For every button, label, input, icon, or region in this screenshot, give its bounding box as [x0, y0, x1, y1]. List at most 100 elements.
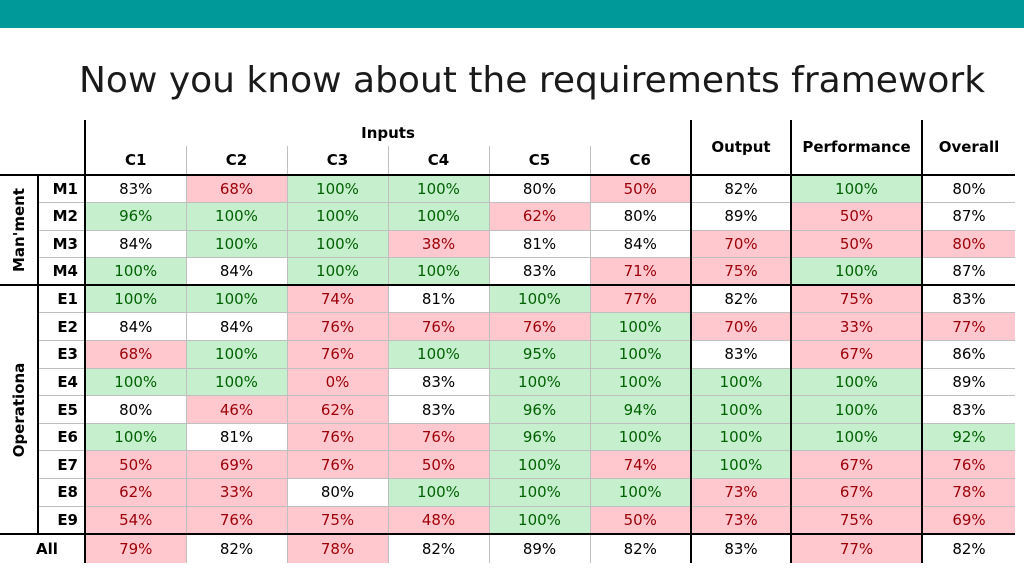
- table-cell: 76%: [185, 505, 288, 535]
- table-cell: 100%: [84, 284, 187, 314]
- header-c5: C5: [488, 146, 591, 176]
- group-label: Man'ment: [9, 188, 28, 273]
- table-cell: 62%: [286, 395, 389, 424]
- table-cell: 82%: [690, 174, 792, 204]
- table-cell: 100%: [790, 422, 923, 452]
- table-cell: 89%: [921, 367, 1015, 397]
- table-cell: 76%: [286, 312, 389, 342]
- table-row: M4 100% 84% 100% 100% 83% 71% 75% 100% 87%: [0, 257, 1015, 286]
- table-cell: 33%: [185, 478, 288, 507]
- table-cell: 38%: [387, 229, 490, 259]
- row-label: E2: [38, 312, 86, 342]
- table-cell: 69%: [185, 450, 288, 480]
- header-inputs: Inputs: [84, 120, 692, 146]
- table-cell: 95%: [488, 340, 591, 369]
- table-cell: 100%: [286, 229, 389, 259]
- table-cell: 100%: [790, 367, 923, 397]
- table-cell: 100%: [84, 257, 187, 286]
- table-cell: 73%: [690, 478, 792, 507]
- table-cell: 50%: [387, 450, 490, 480]
- row-label: E5: [38, 395, 86, 424]
- table-cell: 100%: [185, 202, 288, 231]
- table-cell: 82%: [185, 532, 288, 563]
- table-cell: 68%: [84, 340, 187, 369]
- table-cell: 100%: [387, 174, 490, 204]
- table-cell: 100%: [488, 367, 591, 397]
- table-cell: 81%: [185, 422, 288, 452]
- header-c2: C2: [185, 146, 288, 176]
- table-cell: 82%: [921, 532, 1015, 563]
- table-cell: 100%: [488, 478, 591, 507]
- table-cell: 78%: [286, 532, 389, 563]
- row-label: E3: [38, 340, 86, 369]
- requirements-table: Inputs Output Performance Overall C1 C2 C3…: [0, 120, 1015, 563]
- table-cell: 89%: [488, 532, 591, 563]
- table-cell: 100%: [790, 257, 923, 286]
- table-row: M2 96% 100% 100% 100% 62% 80% 89% 50% 87%: [0, 202, 1015, 231]
- table-cell: 74%: [286, 284, 389, 314]
- row-label: M3: [38, 229, 86, 259]
- table-cell: 46%: [185, 395, 288, 424]
- table-cell: 83%: [690, 532, 792, 563]
- table-cell: 100%: [690, 450, 792, 480]
- table-cell: 80%: [921, 229, 1015, 259]
- table-cell: 50%: [84, 450, 187, 480]
- table-row: M3 84% 100% 100% 38% 81% 84% 70% 50% 80%: [0, 229, 1015, 259]
- table-row: E5 80% 46% 62% 83% 96% 94% 100% 100% 83%: [0, 395, 1015, 424]
- table-cell: 48%: [387, 505, 490, 535]
- table-cell: 100%: [387, 257, 490, 286]
- group-label-cell: Man'ment: [0, 173, 39, 287]
- requirements-table-container: Inputs Output Performance Overall C1 C2 C3…: [0, 120, 1024, 575]
- table-cell: 62%: [488, 202, 591, 231]
- header-overall: Overall: [921, 120, 1015, 176]
- table-cell: 100%: [589, 312, 692, 342]
- table-cell: 100%: [84, 367, 187, 397]
- row-label: M1: [38, 174, 86, 204]
- group-label: Operationa: [9, 362, 28, 457]
- row-label: E4: [38, 367, 86, 397]
- table-cell: 100%: [286, 257, 389, 286]
- table-cell: 69%: [921, 505, 1015, 535]
- table-cell: 84%: [589, 229, 692, 259]
- table-cell: 87%: [921, 202, 1015, 231]
- top-accent-bar: [0, 0, 1024, 28]
- group-label-cell: Operationa: [0, 284, 39, 535]
- table-cell: 83%: [921, 284, 1015, 314]
- table-cell: 100%: [387, 478, 490, 507]
- header-corner: [0, 120, 86, 146]
- table-cell: 83%: [488, 257, 591, 286]
- table-cell: 76%: [286, 340, 389, 369]
- table-cell: 75%: [790, 505, 923, 535]
- row-label: M2: [38, 202, 86, 231]
- row-label: E9: [38, 505, 86, 535]
- table-cell: 82%: [589, 532, 692, 563]
- table-cell: 83%: [84, 174, 187, 204]
- table-cell: 62%: [84, 478, 187, 507]
- table-cell: 100%: [690, 422, 792, 452]
- table-row: E4 100% 100% 0% 83% 100% 100% 100% 100% 89%: [0, 367, 1015, 397]
- table-cell: 83%: [690, 340, 792, 369]
- table-cell: 84%: [185, 257, 288, 286]
- row-label: E6: [38, 422, 86, 452]
- table-cell: 67%: [790, 450, 923, 480]
- table-cell: 84%: [84, 229, 187, 259]
- row-label: E1: [38, 284, 86, 314]
- table-cell: 100%: [589, 478, 692, 507]
- table-cell: 100%: [589, 367, 692, 397]
- table-cell: 68%: [185, 174, 288, 204]
- table-cell: 100%: [185, 229, 288, 259]
- table-cell: 100%: [790, 174, 923, 204]
- table-cell: 78%: [921, 478, 1015, 507]
- table-cell: 70%: [690, 312, 792, 342]
- table-cell: 77%: [921, 312, 1015, 342]
- table-cell: 77%: [589, 284, 692, 314]
- header-c6: C6: [589, 146, 692, 176]
- table-cell: 80%: [921, 174, 1015, 204]
- header-performance: Performance: [790, 120, 923, 176]
- table-cell: 75%: [690, 257, 792, 286]
- table-cell: 96%: [488, 395, 591, 424]
- header-c1: C1: [84, 146, 187, 176]
- table-cell: 100%: [185, 340, 288, 369]
- table-cell: 84%: [84, 312, 187, 342]
- table-cell: 33%: [790, 312, 923, 342]
